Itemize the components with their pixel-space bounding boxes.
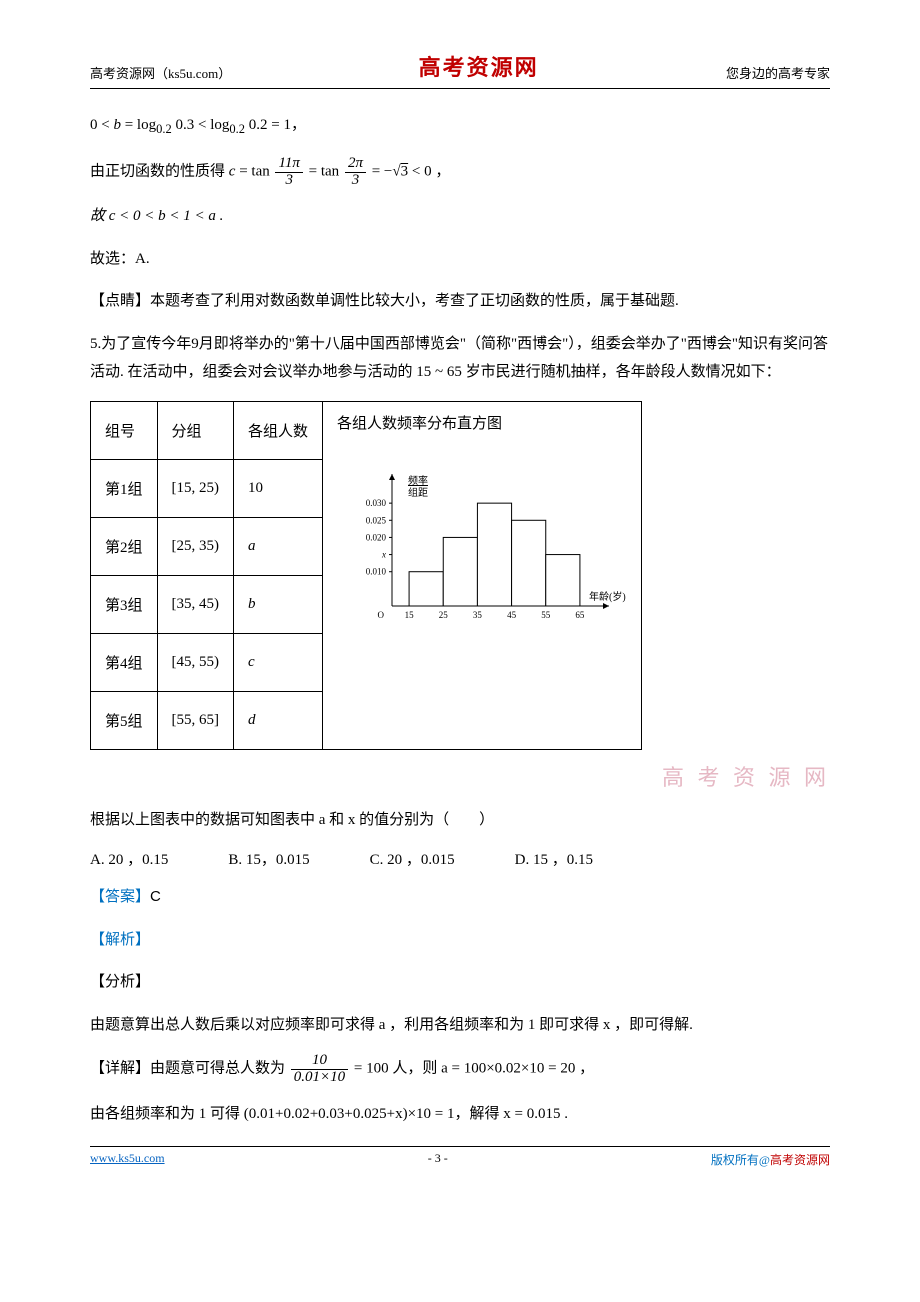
header-rule: [90, 88, 830, 89]
cell-r3: [35, 45): [157, 575, 234, 633]
footer-copyright: 版权所有@高考资源网: [711, 1151, 830, 1168]
svg-text:x: x: [381, 549, 386, 559]
answer-line: 【答案】C: [90, 883, 830, 912]
fenxi-body: 由题意算出总人数后乘以对应频率即可求得 a ，利用各组频率和为 1 即可求得 x…: [90, 1011, 830, 1040]
histogram-title: 各组人数频率分布直方图: [337, 412, 627, 433]
question-5-stem: 5.为了宣传今年9月即将举办的"第十八届中国西部博览会"（简称"西博会"），组委…: [90, 330, 830, 387]
svg-text:0.020: 0.020: [366, 532, 387, 542]
svg-text:0.025: 0.025: [366, 515, 387, 525]
svg-text:O: O: [378, 610, 385, 620]
svg-text:45: 45: [507, 610, 517, 620]
watermark: 高 考 资 源 网: [90, 760, 830, 792]
math-line-3: 故 c < 0 < b < 1 < a .: [90, 202, 830, 231]
histogram-svg: 0.030 0.025 0.020 x 0.010 15 25 35 45 55 65 O 频率组距年龄…: [337, 461, 627, 636]
cell-g1: 第1组: [91, 459, 158, 517]
option-a: A. 20 ，0.15: [90, 848, 168, 869]
age-group-table: 组号 分组 各组人数 各组人数频率分布直方图 0.0300.0250.020x0…: [90, 401, 642, 750]
svg-text:65: 65: [575, 610, 585, 620]
header-center-logo: 高考资源网: [419, 50, 539, 82]
cell-n2: a: [234, 517, 323, 575]
option-d: D. 15 ，0.15: [515, 848, 593, 869]
svg-text:0.030: 0.030: [366, 498, 387, 508]
svg-text:35: 35: [473, 610, 483, 620]
cell-n4: c: [234, 633, 323, 691]
question-prompt: 根据以上图表中的数据可知图表中 a 和 x 的值分别为（ ）: [90, 806, 830, 835]
svg-text:55: 55: [541, 610, 551, 620]
cell-g5: 第5组: [91, 691, 158, 749]
svg-text:0.010: 0.010: [366, 566, 387, 576]
th-range: 分组: [157, 401, 234, 459]
th-group: 组号: [91, 401, 158, 459]
jiexi-label: 【解析】: [90, 926, 830, 955]
option-b: B. 15，0.015: [228, 848, 309, 869]
math-line-2: 由正切函数的性质得 c = tan 11π3 = tan 2π3 = −√3 <…: [90, 156, 830, 189]
math-line-1: 0 < b = log0.2 0.3 < log0.2 0.2 = 1，: [90, 111, 830, 142]
options-row: A. 20 ，0.15 B. 15，0.015 C. 20 ，0.015 D. …: [90, 848, 830, 869]
th-histogram-cell: 各组人数频率分布直方图 0.030 0.025 0.020 x 0.010 15 25 35 4…: [323, 401, 642, 749]
xiangjie-line-1: 【详解】由题意可得总人数为 100.01×10 = 100 人，则 a = 10…: [90, 1053, 830, 1086]
header-left: 高考资源网（ks5u.com）: [90, 63, 231, 82]
th-count: 各组人数: [234, 401, 323, 459]
answer-line-a: 故选：A.: [90, 245, 830, 274]
cell-n1: 10: [234, 459, 323, 517]
page-footer: www.ks5u.com - 3 - 版权所有@高考资源网: [90, 1146, 830, 1168]
dianjing-line: 【点睛】本题考查了利用对数函数单调性比较大小，考查了正切函数的性质，属于基础题.: [90, 287, 830, 316]
cell-r2: [25, 35): [157, 517, 234, 575]
header-right: 您身边的高考专家: [726, 63, 830, 82]
cell-n3: b: [234, 575, 323, 633]
cell-g3: 第3组: [91, 575, 158, 633]
fenxi-label: 【分析】: [90, 968, 830, 997]
svg-text:25: 25: [439, 610, 449, 620]
cell-n5: d: [234, 691, 323, 749]
page-header: 高考资源网（ks5u.com） 高考资源网 您身边的高考专家: [90, 50, 830, 82]
cell-g4: 第4组: [91, 633, 158, 691]
cell-g2: 第2组: [91, 517, 158, 575]
document-body: 0 < b = log0.2 0.3 < log0.2 0.2 = 1， 由正切…: [90, 111, 830, 1128]
svg-text:15: 15: [405, 610, 415, 620]
cell-r4: [45, 55): [157, 633, 234, 691]
xiangjie-line-2: 由各组频率和为 1 可得 (0.01+0.02+0.03+0.025+x)×10…: [90, 1100, 830, 1129]
cell-r5: [55, 65]: [157, 691, 234, 749]
footer-page-number: - 3 -: [428, 1151, 448, 1168]
footer-url[interactable]: www.ks5u.com: [90, 1151, 165, 1168]
svg-text:组距: 组距: [408, 486, 428, 499]
cell-r1: [15, 25): [157, 459, 234, 517]
option-c: C. 20 ，0.015: [370, 848, 455, 869]
svg-text:频率: 频率: [408, 474, 428, 487]
svg-text:年龄(岁): 年龄(岁): [589, 590, 626, 603]
